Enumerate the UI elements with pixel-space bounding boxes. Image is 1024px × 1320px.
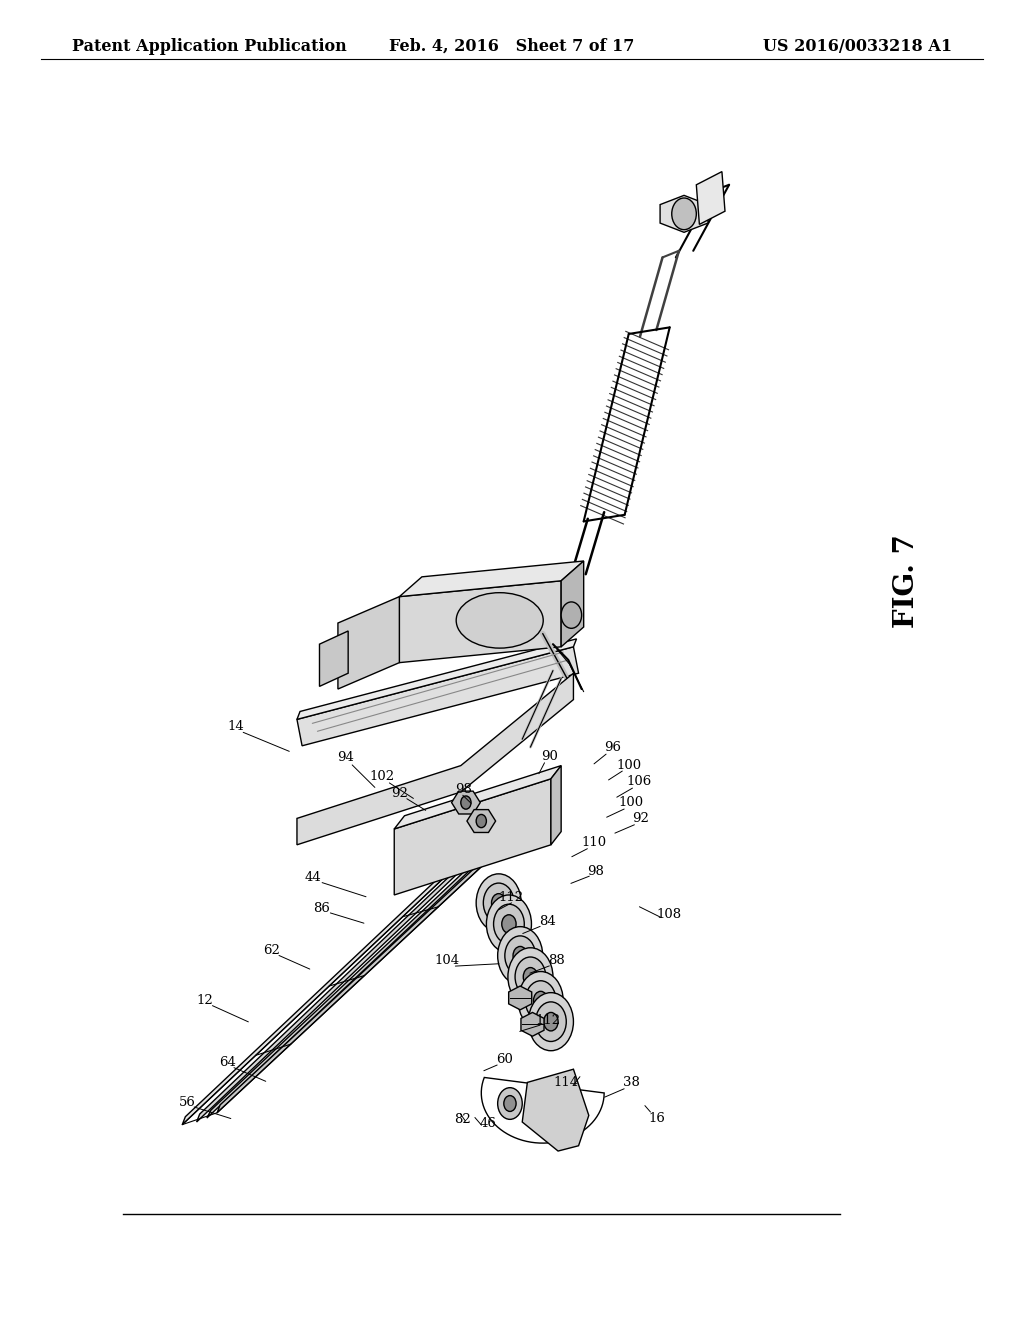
Polygon shape <box>399 581 561 663</box>
Circle shape <box>483 883 514 923</box>
Text: Feb. 4, 2016   Sheet 7 of 17: Feb. 4, 2016 Sheet 7 of 17 <box>389 38 635 54</box>
Text: 106: 106 <box>627 775 651 788</box>
Text: 96: 96 <box>604 741 621 754</box>
Text: 44: 44 <box>305 871 322 884</box>
Polygon shape <box>467 809 496 833</box>
Circle shape <box>476 874 521 932</box>
Circle shape <box>486 895 531 953</box>
Polygon shape <box>521 1012 544 1036</box>
Text: 102: 102 <box>370 770 394 783</box>
Text: 84: 84 <box>540 915 556 928</box>
Polygon shape <box>182 840 479 1125</box>
Text: 114: 114 <box>554 1076 579 1089</box>
Circle shape <box>534 991 548 1010</box>
Text: 92: 92 <box>391 787 408 800</box>
Polygon shape <box>696 172 725 224</box>
Polygon shape <box>338 597 399 689</box>
Text: 56: 56 <box>179 1096 196 1109</box>
Polygon shape <box>297 647 579 746</box>
Circle shape <box>504 1096 516 1111</box>
Polygon shape <box>197 838 489 1122</box>
Text: 38: 38 <box>624 1076 640 1089</box>
Circle shape <box>492 894 506 912</box>
Text: 16: 16 <box>648 1111 665 1125</box>
Polygon shape <box>319 631 348 686</box>
Text: US 2016/0033218 A1: US 2016/0033218 A1 <box>763 38 952 54</box>
Text: 90: 90 <box>542 750 558 763</box>
Polygon shape <box>297 639 577 719</box>
Polygon shape <box>660 195 708 232</box>
Polygon shape <box>394 766 561 829</box>
Circle shape <box>544 1012 558 1031</box>
Polygon shape <box>452 791 480 814</box>
Text: 64: 64 <box>219 1056 236 1069</box>
Circle shape <box>498 1088 522 1119</box>
Text: 104: 104 <box>435 954 460 968</box>
Circle shape <box>498 927 543 985</box>
Circle shape <box>502 915 516 933</box>
Polygon shape <box>561 561 584 647</box>
Polygon shape <box>509 986 531 1010</box>
Text: 46: 46 <box>480 1117 497 1130</box>
Text: 98: 98 <box>588 865 604 878</box>
Text: 112: 112 <box>499 891 523 904</box>
Text: 110: 110 <box>582 836 606 849</box>
Polygon shape <box>522 1069 589 1151</box>
Circle shape <box>505 936 536 975</box>
Text: 60: 60 <box>497 1053 513 1067</box>
Text: 100: 100 <box>616 759 641 772</box>
Polygon shape <box>217 830 515 1113</box>
Polygon shape <box>297 673 573 845</box>
Text: 98: 98 <box>456 783 472 796</box>
Ellipse shape <box>457 593 543 648</box>
Circle shape <box>513 946 527 965</box>
Circle shape <box>476 814 486 828</box>
Circle shape <box>525 981 556 1020</box>
Text: 92: 92 <box>633 812 649 825</box>
Text: 62: 62 <box>263 944 280 957</box>
Circle shape <box>536 1002 566 1041</box>
Circle shape <box>518 972 563 1030</box>
Text: 12: 12 <box>197 994 213 1007</box>
Text: 108: 108 <box>656 908 681 921</box>
Text: 100: 100 <box>618 796 643 809</box>
Circle shape <box>494 904 524 944</box>
Text: 112: 112 <box>536 1014 560 1027</box>
Text: 88: 88 <box>548 954 564 968</box>
Polygon shape <box>207 834 504 1118</box>
Circle shape <box>508 948 553 1006</box>
Polygon shape <box>394 779 551 895</box>
Polygon shape <box>399 561 584 597</box>
Polygon shape <box>551 766 561 845</box>
Circle shape <box>528 993 573 1051</box>
Text: 14: 14 <box>227 719 244 733</box>
Circle shape <box>561 602 582 628</box>
Circle shape <box>461 796 471 809</box>
Text: 82: 82 <box>455 1113 471 1126</box>
Text: 86: 86 <box>313 902 330 915</box>
Text: 94: 94 <box>337 751 353 764</box>
Text: Patent Application Publication: Patent Application Publication <box>72 38 346 54</box>
Text: FIG. 7: FIG. 7 <box>893 533 920 628</box>
Circle shape <box>523 968 538 986</box>
Circle shape <box>672 198 696 230</box>
Circle shape <box>515 957 546 997</box>
